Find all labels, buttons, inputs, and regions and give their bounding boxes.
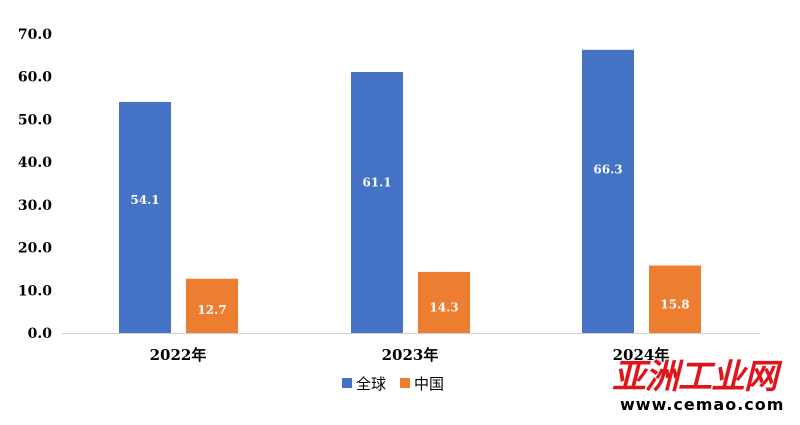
x-axis-category-labels: 2022年 2023年 2024年 <box>150 346 670 364</box>
bar-data-labels: 54.1 61.1 66.3 12.7 14.3 15.8 <box>130 163 689 317</box>
legend: 全球 中国 <box>342 375 444 393</box>
y-tick-label: 10.0 <box>18 283 52 299</box>
legend-swatch-global <box>342 378 352 388</box>
x-category-label: 2024年 <box>613 346 670 364</box>
bar-data-label: 14.3 <box>429 300 458 314</box>
y-tick-label: 20.0 <box>18 241 52 257</box>
legend-label-china: 中国 <box>414 375 444 393</box>
y-tick-label: 50.0 <box>18 112 52 128</box>
bar-global-1 <box>351 72 403 333</box>
x-category-label: 2023年 <box>382 346 439 364</box>
bar-china-0 <box>186 278 238 333</box>
bar-china-1 <box>418 271 470 333</box>
y-tick-label: 0.0 <box>28 326 53 342</box>
y-tick-label: 30.0 <box>18 198 52 214</box>
watermark-logo: 亚洲工业网 www.cemao.com <box>612 357 784 414</box>
watermark-url-text: www.cemao.com <box>620 395 784 414</box>
legend-label-global: 全球 <box>356 375 386 393</box>
bar-china-2 <box>649 265 701 333</box>
bar-data-label: 12.7 <box>197 303 226 317</box>
y-tick-label: 60.0 <box>18 70 52 86</box>
y-tick-label: 70.0 <box>18 27 52 43</box>
bar-data-label: 15.8 <box>660 298 689 312</box>
x-category-label: 2022年 <box>150 346 207 364</box>
bar-global-0 <box>119 101 171 333</box>
bar-series <box>119 49 701 333</box>
bar-data-label: 61.1 <box>362 176 391 190</box>
watermark-brand-text: 亚洲工业网 <box>612 357 783 397</box>
y-tick-label: 40.0 <box>18 155 52 171</box>
y-axis-tick-labels: 0.0 10.0 20.0 30.0 40.0 50.0 60.0 70.0 <box>18 27 52 342</box>
bar-data-label: 54.1 <box>130 193 159 207</box>
legend-swatch-china <box>400 378 410 388</box>
bar-data-label: 66.3 <box>593 163 622 177</box>
bar-global-2 <box>582 49 634 333</box>
